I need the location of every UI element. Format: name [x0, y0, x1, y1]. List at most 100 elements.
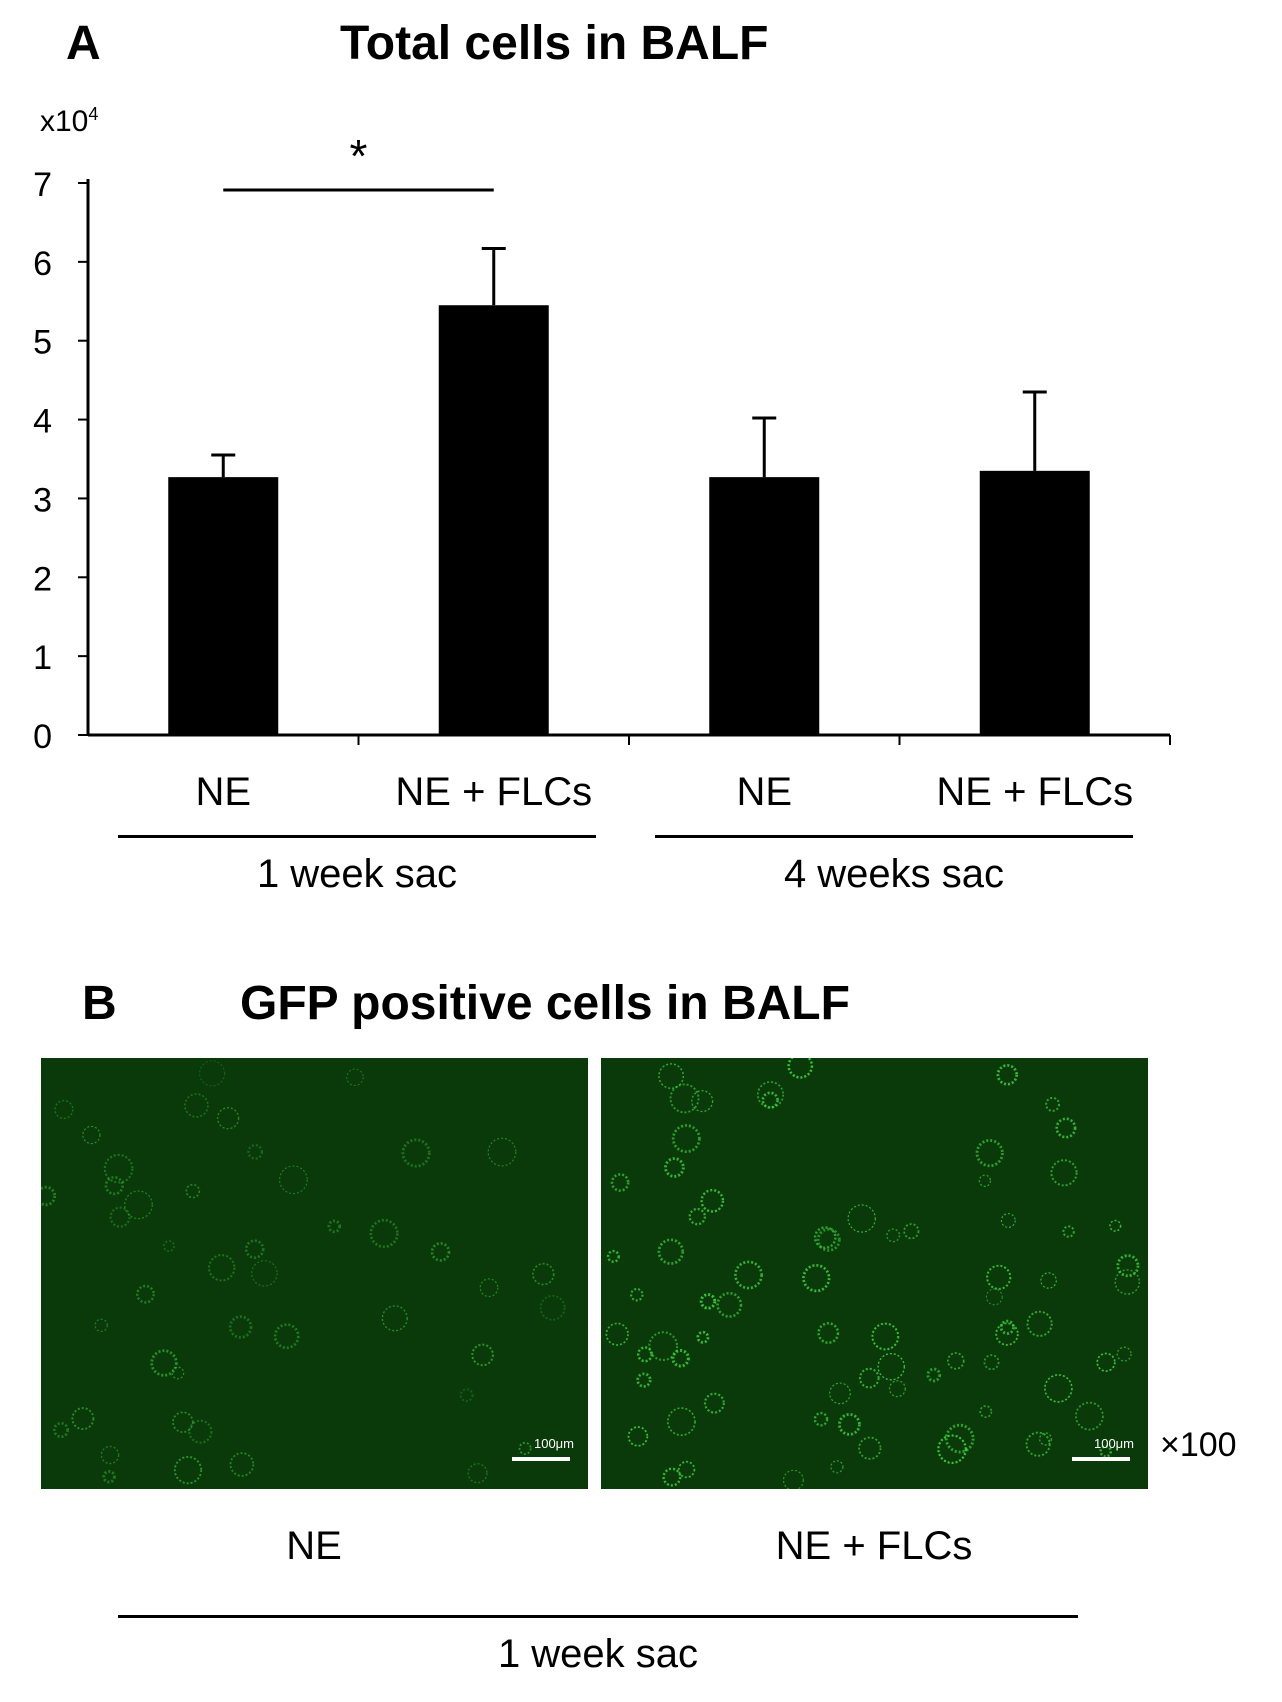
- gfp-cell: [630, 1287, 644, 1302]
- gfp-cell: [761, 1091, 779, 1109]
- gfp-cell: [369, 1218, 399, 1249]
- y-multiplier-exponent: 4: [88, 104, 99, 124]
- gfp-cell: [479, 1278, 499, 1298]
- gfp-cell: [999, 1319, 1015, 1335]
- gfp-cell: [813, 1411, 829, 1427]
- group-line-4-weeks: [655, 835, 1133, 838]
- gfp-cell: [487, 1137, 517, 1167]
- gfp-cell: [1055, 1117, 1077, 1139]
- gfp-cell: [124, 1190, 153, 1220]
- gfp-cell: [829, 1382, 851, 1405]
- gfp-cell: [1109, 1219, 1122, 1232]
- gfp-cell: [1099, 1444, 1113, 1458]
- bar: [438, 305, 549, 735]
- gfp-cell: [858, 1436, 882, 1460]
- gfp-cell: [518, 1441, 532, 1455]
- gfp-cell: [1062, 1225, 1075, 1238]
- gfp-cell: [606, 1249, 620, 1263]
- gfp-cell: [658, 1063, 685, 1090]
- panel-a-letter: A: [66, 17, 101, 70]
- gfp-cell: [532, 1262, 555, 1286]
- gfp-cell: [244, 1239, 265, 1259]
- magnification-label: ×100: [1160, 1426, 1237, 1464]
- category-label: NE + FLCs: [936, 770, 1133, 814]
- group-line-1-week: [118, 835, 596, 838]
- bar: [979, 470, 1090, 735]
- gfp-cell: [229, 1452, 255, 1477]
- gfp-cell: [703, 1392, 725, 1414]
- gfp-cell: [926, 1367, 942, 1383]
- gfp-cell: [172, 1411, 194, 1433]
- gfp-cell: [1096, 1352, 1116, 1372]
- gfp-cell: [877, 1352, 905, 1381]
- gfp-cell: [208, 1254, 236, 1282]
- gfp-cell: [1025, 1431, 1051, 1457]
- gfp-cell: [150, 1349, 178, 1377]
- y-multiplier: x104: [40, 104, 98, 139]
- gfp-cell: [1045, 1096, 1061, 1112]
- gfp-cell: [947, 1352, 965, 1370]
- micrograph-ne-flcs-cells: [605, 1058, 1141, 1489]
- bar: [709, 477, 820, 735]
- gfp-cell: [691, 1090, 714, 1113]
- y-tick-label: 1: [33, 639, 52, 677]
- gfp-cell: [716, 1291, 743, 1318]
- gfp-cell: [54, 1099, 74, 1120]
- gfp-cell: [216, 1107, 240, 1130]
- gfp-cell: [1026, 1310, 1053, 1337]
- gfp-cell: [667, 1407, 696, 1437]
- gfp-cell: [888, 1380, 906, 1398]
- gfp-cell: [1050, 1159, 1078, 1187]
- y-tick-label: 2: [33, 560, 52, 598]
- gfp-cell: [199, 1060, 226, 1087]
- gfp-cell: [459, 1388, 474, 1403]
- gfp-cell: [664, 1157, 685, 1178]
- gfp-cell: [52, 1421, 70, 1439]
- micrograph-ne-flcs: 100μm: [601, 1058, 1148, 1489]
- gfp-cell: [136, 1284, 155, 1304]
- gfp-cell: [648, 1331, 679, 1362]
- bar: [168, 477, 279, 735]
- gfp-cell: [816, 1227, 841, 1252]
- gfp-cell: [184, 1093, 209, 1118]
- gfp-cell: [381, 1305, 408, 1332]
- group-label-b: 1 week sac: [497, 1632, 699, 1676]
- scale-bar-ne: [512, 1457, 570, 1461]
- gfp-cell: [636, 1346, 654, 1363]
- gfp-cell: [1038, 1432, 1053, 1446]
- gfp-cell: [787, 1058, 814, 1079]
- gfp-cell: [756, 1081, 785, 1109]
- gfp-cell: [837, 1412, 861, 1436]
- gfp-cell: [610, 1173, 630, 1192]
- group-label-4-weeks: 4 weeks sac: [783, 852, 1005, 896]
- gfp-cell: [1000, 1213, 1016, 1228]
- y-tick-label: 5: [33, 324, 52, 362]
- gfp-cell: [734, 1260, 763, 1290]
- gfp-cell: [983, 1354, 1000, 1371]
- scale-bar-label-ne: 100μm: [533, 1436, 574, 1451]
- gfp-cell: [657, 1238, 685, 1265]
- gfp-cell: [109, 1206, 131, 1228]
- gfp-cell: [41, 1185, 57, 1207]
- group-label-1-week: 1 week sac: [256, 852, 458, 896]
- bar-chart: 0 1 2 3 4 5 6 7 NE NE + FLCs NE NE + FLCs *: [33, 130, 1171, 814]
- gfp-cell: [539, 1294, 566, 1321]
- gfp-cell: [94, 1318, 108, 1333]
- gfp-cell: [1116, 1346, 1132, 1362]
- caption-ne-flcs: NE + FLCs: [775, 1524, 973, 1568]
- gfp-cell: [173, 1455, 203, 1485]
- gfp-cell: [1044, 1374, 1073, 1403]
- gfp-cell: [662, 1467, 682, 1487]
- gfp-cell: [346, 1068, 364, 1087]
- category-label: NE: [195, 770, 251, 814]
- gfp-cell: [978, 1174, 992, 1188]
- gfp-cell: [1040, 1272, 1057, 1289]
- gfp-cell: [996, 1064, 1019, 1086]
- gfp-cell: [699, 1293, 717, 1310]
- category-label: NE: [736, 770, 792, 814]
- gfp-cell: [188, 1419, 213, 1444]
- gfp-cell: [782, 1469, 804, 1489]
- gfp-cell: [104, 1175, 124, 1196]
- gfp-cell: [830, 1460, 844, 1474]
- gfp-cell: [671, 1349, 690, 1368]
